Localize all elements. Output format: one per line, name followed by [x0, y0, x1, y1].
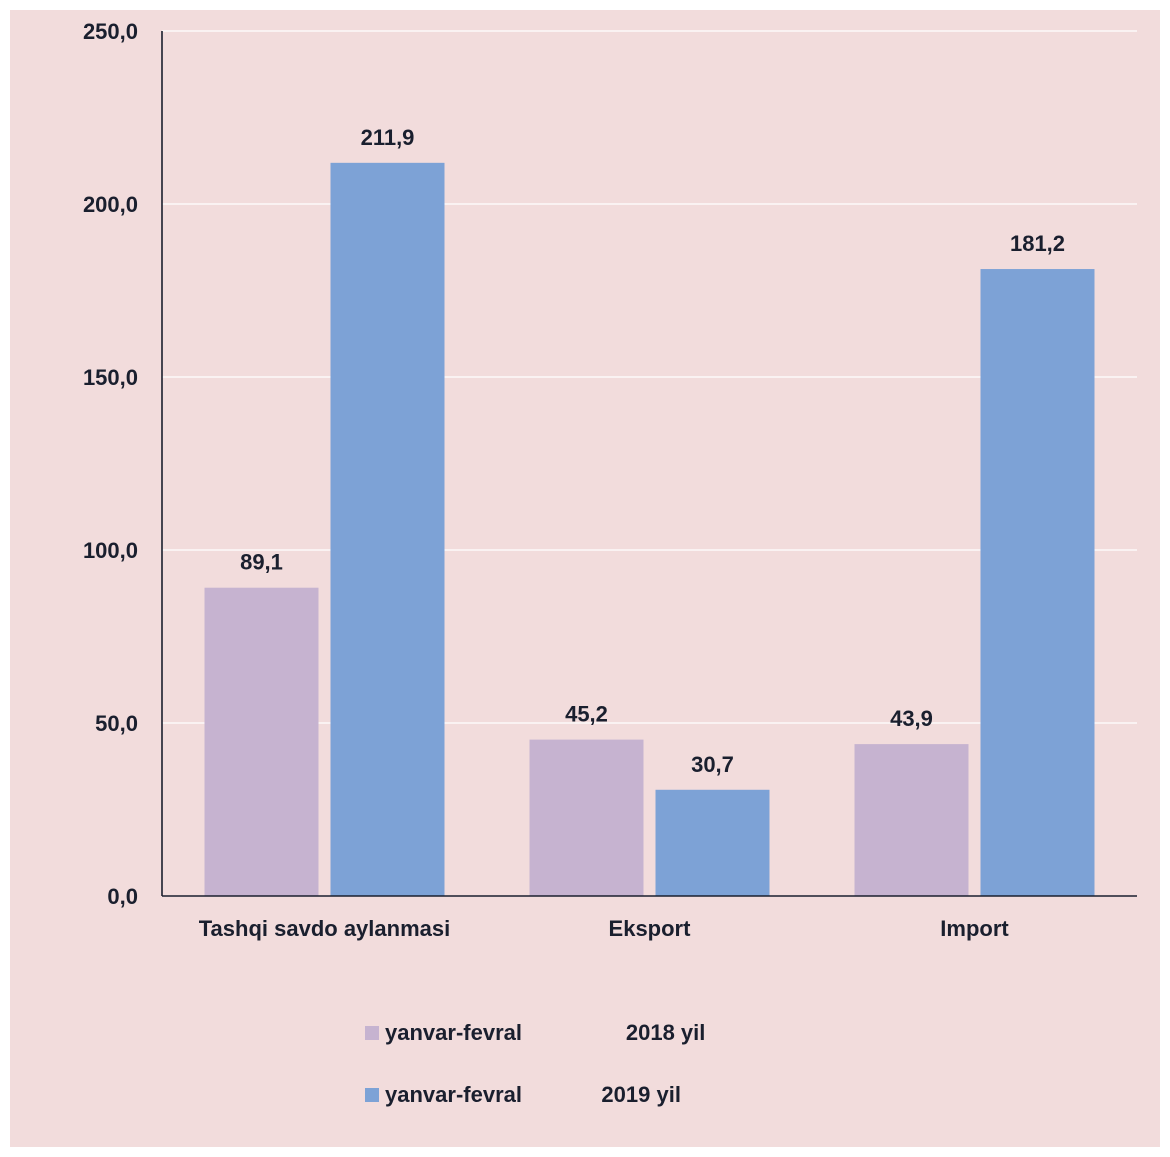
chart-panel: 0,0 50,0 100,0 150,0 200,0 250,0 89,1 211,9 Tash…	[10, 10, 1160, 1147]
data-label: 30,7	[691, 752, 734, 777]
data-label: 211,9	[361, 125, 415, 150]
legend-item-2018: yanvar-fevral 2018 yil	[365, 1018, 705, 1048]
bar	[854, 744, 969, 896]
y-tick-label: 0,0	[107, 884, 138, 909]
legend-swatch-2018	[365, 1026, 379, 1040]
legend-label-2018: yanvar-fevral 2018 yil	[385, 1020, 706, 1045]
data-label: 43,9	[890, 706, 933, 731]
y-tick-label: 50,0	[95, 711, 138, 736]
bar	[204, 587, 319, 896]
y-tick-label: 100,0	[83, 538, 138, 563]
data-label: 181,2	[1010, 231, 1065, 256]
y-tick-label: 250,0	[83, 19, 138, 44]
data-label: 89,1	[240, 550, 283, 575]
y-tick-label: 200,0	[83, 192, 138, 217]
x-tick-label: Eksport	[609, 916, 692, 941]
x-tick-label: Import	[940, 916, 1009, 941]
x-tick-label: Tashqi savdo aylanmasi	[199, 916, 450, 941]
data-label: 45,2	[565, 702, 608, 727]
bar-chart: 0,0 50,0 100,0 150,0 200,0 250,0 89,1 211,9 Tash…	[83, 19, 1137, 941]
bar	[330, 162, 445, 897]
bar	[529, 739, 644, 896]
legend-label-2019: yanvar-fevral 2019 yil	[385, 1082, 681, 1107]
bar	[655, 789, 770, 896]
legend-item-2019: yanvar-fevral 2019 yil	[365, 1080, 681, 1110]
legend-swatch-2019	[365, 1088, 379, 1102]
bar	[980, 269, 1095, 897]
y-tick-label: 150,0	[83, 365, 138, 390]
